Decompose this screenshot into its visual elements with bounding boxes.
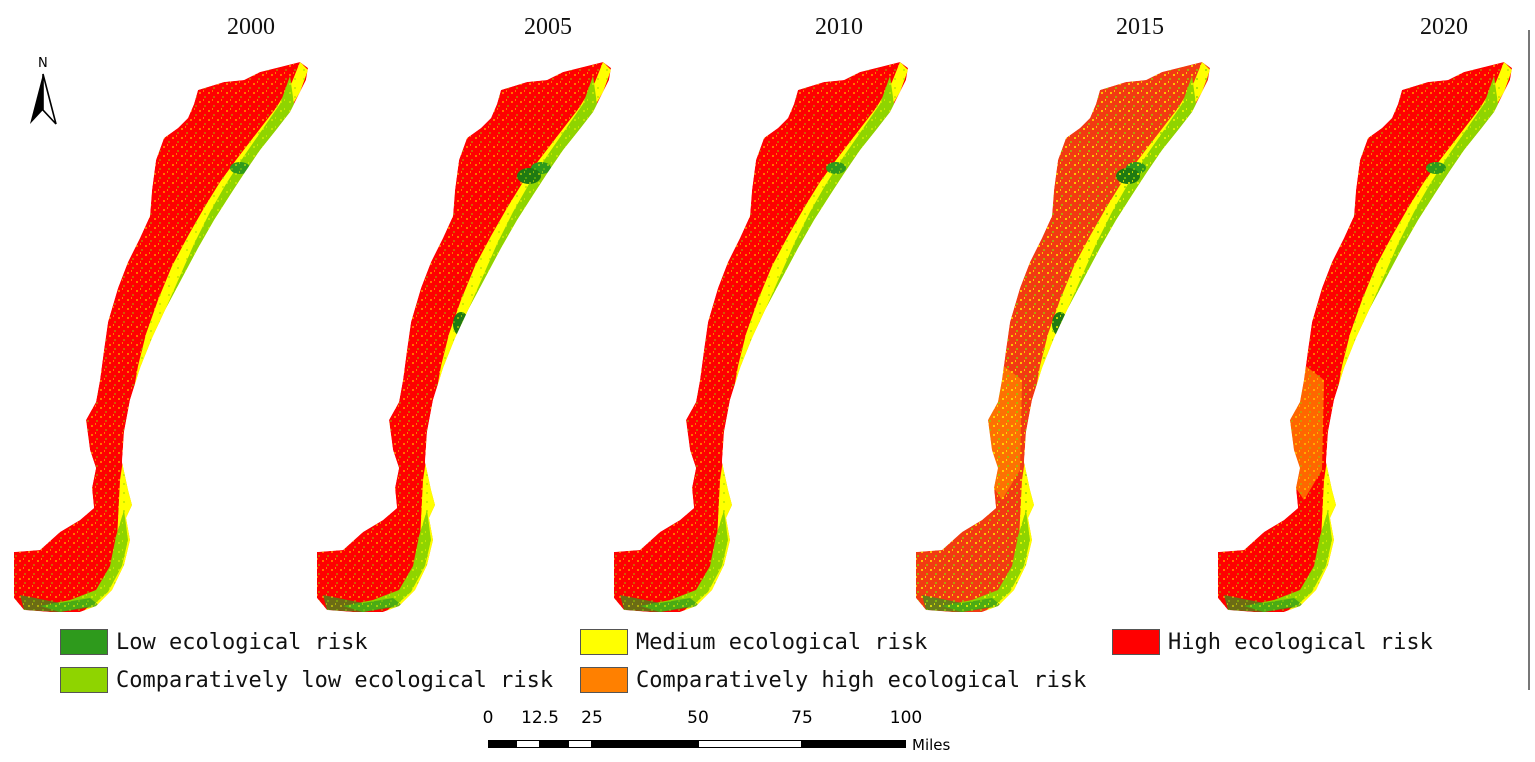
- legend-high: High ecological risk: [1112, 629, 1433, 655]
- scale-tick-100: 100: [889, 708, 923, 728]
- scale-segment-2: [516, 740, 540, 748]
- legend-label-comparatively-low: Comparatively low ecological risk: [116, 667, 554, 693]
- figure-border: [1528, 30, 1530, 690]
- year-label-2000: 2000: [227, 14, 275, 40]
- risk-map-2020: [1218, 62, 1512, 612]
- legend-label-high: High ecological risk: [1168, 629, 1433, 655]
- scale-segment-3: [540, 740, 568, 748]
- risk-map-2005: [317, 62, 611, 612]
- legend-swatch-medium: [580, 629, 628, 655]
- legend-label-low: Low ecological risk: [116, 629, 368, 655]
- legend-medium: Medium ecological risk: [580, 629, 927, 655]
- north-arrow-icon: [30, 73, 57, 125]
- risk-maps: [14, 62, 1512, 612]
- legend-comparatively-low: Comparatively low ecological risk: [60, 667, 553, 693]
- legend-low: Low ecological risk: [60, 629, 368, 655]
- legend-label-comparatively-high: Comparatively high ecological risk: [636, 667, 1087, 693]
- scale-tick-0: 0: [482, 708, 494, 728]
- scale-tick-50: 50: [687, 708, 709, 728]
- scale-segment-4: [568, 740, 592, 748]
- year-label-2005: 2005: [524, 14, 572, 40]
- scale-bar: 0 12.5 25 50 75 100 Miles: [476, 708, 976, 758]
- year-label-2010: 2010: [815, 14, 863, 40]
- legend-comparatively-high: Comparatively high ecological risk: [580, 667, 1086, 693]
- legend-swatch-comparatively-low: [60, 667, 108, 693]
- year-label-2020: 2020: [1420, 14, 1468, 40]
- risk-map-2015: [916, 62, 1210, 612]
- scale-tick-12-5: 12.5: [521, 708, 559, 728]
- scale-segment-6: [698, 740, 802, 748]
- legend-swatch-high: [1112, 629, 1160, 655]
- risk-map-2010: [614, 62, 908, 612]
- legend-label-medium: Medium ecological risk: [636, 629, 928, 655]
- legend-swatch-comparatively-high: [580, 667, 628, 693]
- risk-map-2000: [14, 62, 308, 612]
- scale-segment-5: [592, 740, 698, 748]
- scale-tick-75: 75: [791, 708, 813, 728]
- north-label: N: [38, 56, 48, 71]
- scale-segment-1: [488, 740, 516, 748]
- legend-swatch-low: [60, 629, 108, 655]
- scale-tick-25: 25: [581, 708, 603, 728]
- year-label-2015: 2015: [1116, 14, 1164, 40]
- scale-segment-7: [802, 740, 906, 748]
- scale-units: Miles: [912, 736, 951, 754]
